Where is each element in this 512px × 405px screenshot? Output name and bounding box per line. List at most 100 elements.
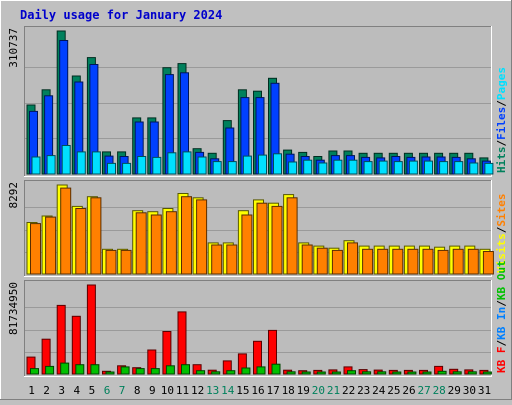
legend-entry: / <box>495 100 508 107</box>
bar-pages-day-29 <box>454 161 464 175</box>
x-label-day-1: 1 <box>28 384 35 397</box>
bar-sites-day-19 <box>301 244 313 275</box>
bar-sites-day-21 <box>331 249 343 275</box>
bar-kb-out-day-10 <box>165 365 175 375</box>
bar-kb-out-day-8 <box>135 368 145 375</box>
x-label-day-9: 9 <box>149 384 156 397</box>
bar-pages-day-10 <box>167 152 177 175</box>
x-label-day-8: 8 <box>134 384 141 397</box>
bar-kb-out-day-1 <box>30 368 39 375</box>
bar-kb-out-day-3 <box>60 362 70 375</box>
x-axis-labels: 1 2 3 4 5 6 7 8 9 10 11 12 13 14 15 16 17 18 19 20 21 22 23 24 2… <box>28 384 491 397</box>
x-label-day-31: 31 <box>478 384 491 397</box>
bar-kb-out-day-29 <box>452 371 462 375</box>
bar-pages-day-14 <box>227 161 237 175</box>
bar-sites-day-2 <box>45 216 57 275</box>
x-label-day-21: 21 <box>327 384 340 397</box>
x-label-day-25: 25 <box>387 384 400 397</box>
bar-sites-day-15 <box>241 214 253 275</box>
bar-pages-day-16 <box>258 154 267 175</box>
bar-kb-out-day-6 <box>105 371 115 375</box>
bar-pages-day-24 <box>378 160 388 175</box>
x-label-day-16: 16 <box>251 384 264 397</box>
bar-kb-out-day-14 <box>226 370 236 375</box>
y-max-label: 310737 <box>7 28 20 68</box>
x-label-day-27: 27 <box>417 384 430 397</box>
bar-kb-f-day-5 <box>86 284 96 375</box>
bar-kb-out-day-2 <box>45 365 55 375</box>
bar-pages-day-8 <box>137 156 147 175</box>
bar-kb-out-day-25 <box>392 371 402 375</box>
bar-kb-out-day-22 <box>347 370 356 375</box>
bar-kb-out-day-21 <box>331 371 341 375</box>
bar-sites-day-16 <box>256 202 268 275</box>
bar-kb-out-day-24 <box>377 371 387 375</box>
bar-sites-day-7 <box>120 249 132 275</box>
bar-kb-out-day-9 <box>150 368 160 375</box>
bar-sites-day-24 <box>377 248 389 275</box>
x-label-day-17: 17 <box>266 384 279 397</box>
bar-pages-day-18 <box>288 161 298 175</box>
legend-entry: / <box>495 300 508 307</box>
bar-sites-day-29 <box>452 248 464 275</box>
bar-pages-day-4 <box>76 151 86 175</box>
bar-kb-out-day-15 <box>241 367 251 375</box>
x-label-day-24: 24 <box>372 384 386 397</box>
bar-kb-out-day-13 <box>211 371 221 375</box>
bar-kb-out-day-30 <box>467 371 477 375</box>
bar-kb-out-day-16 <box>256 366 266 375</box>
bar-sites-day-11 <box>181 196 192 275</box>
bar-sites-day-27 <box>422 248 434 275</box>
bar-sites-day-3 <box>60 187 72 275</box>
bar-pages-day-28 <box>439 161 449 175</box>
bar-pages-day-19 <box>303 159 313 175</box>
x-label-day-22: 22 <box>342 384 355 397</box>
bar-pages-day-15 <box>242 155 252 175</box>
bar-kb-out-day-12 <box>196 370 206 375</box>
x-label-day-28: 28 <box>433 384 446 397</box>
bar-pages-day-22 <box>348 159 358 175</box>
bar-pages-day-2 <box>46 155 56 175</box>
x-label-day-15: 15 <box>236 384 249 397</box>
x-label-day-7: 7 <box>119 384 126 397</box>
legend-entry: Sites <box>495 194 508 227</box>
x-label-day-20: 20 <box>312 384 325 397</box>
bar-pages-day-1 <box>31 156 41 175</box>
bar-kb-out-day-4 <box>75 364 85 375</box>
bar-sites-day-20 <box>316 247 328 275</box>
legend-entry: Hits <box>495 147 508 174</box>
bar-kb-out-day-18 <box>286 371 296 375</box>
x-label-day-10: 10 <box>161 384 174 397</box>
bar-kb-out-day-19 <box>301 371 311 375</box>
bar-kb-out-day-20 <box>316 371 326 375</box>
bar-sites-day-18 <box>286 197 298 275</box>
bar-sites-day-23 <box>362 248 374 275</box>
x-label-day-19: 19 <box>297 384 310 397</box>
bar-sites-day-13 <box>211 244 223 275</box>
bar-pages-day-17 <box>273 153 282 175</box>
x-label-day-26: 26 <box>402 384 415 397</box>
bar-pages-day-3 <box>61 145 71 175</box>
x-label-day-14: 14 <box>221 384 235 397</box>
bar-sites-day-26 <box>407 248 419 275</box>
y-max-label: 8292 <box>7 182 20 209</box>
legend-entry: KB In <box>495 307 508 340</box>
x-label-day-4: 4 <box>73 384 80 397</box>
x-label-day-6: 6 <box>104 384 111 397</box>
bar-sites-day-10 <box>165 211 177 275</box>
bar-kb-out-day-23 <box>362 371 372 375</box>
bar-kb-out-day-17 <box>271 363 281 375</box>
bar-pages-day-12 <box>197 156 207 175</box>
bar-sites-day-31 <box>482 251 494 275</box>
legend-entry: KB Out <box>495 260 508 300</box>
bar-pages-day-25 <box>393 161 403 175</box>
bar-sites-day-30 <box>467 248 479 275</box>
legend-entry: Visits <box>495 233 508 273</box>
bar-kb-out-day-28 <box>437 370 447 375</box>
bar-pages-day-21 <box>333 159 343 175</box>
bar-sites-day-14 <box>226 244 238 275</box>
bar-pages-day-26 <box>408 160 418 175</box>
x-label-day-3: 3 <box>58 384 65 397</box>
x-label-day-11: 11 <box>176 384 189 397</box>
